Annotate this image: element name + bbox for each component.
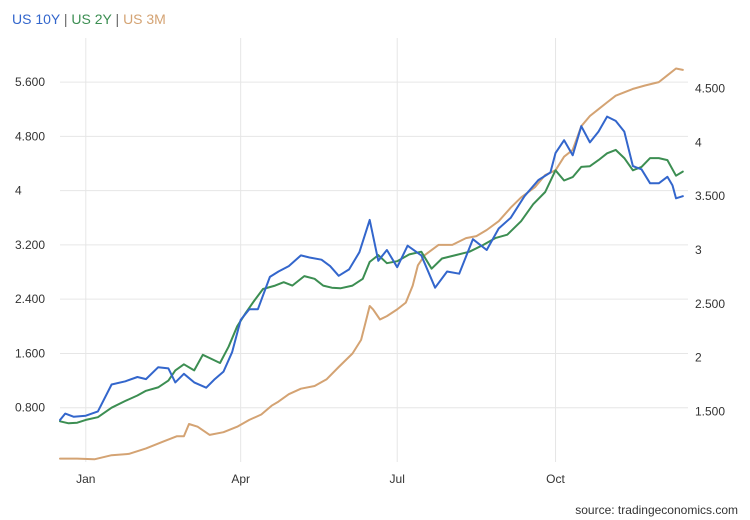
source-note: source: tradingeconomics.com <box>575 503 738 517</box>
left-axis-tick-label: 5.600 <box>15 75 45 89</box>
right-axis-tick-label: 4 <box>695 135 702 149</box>
series-line-us-10y[interactable] <box>59 115 684 421</box>
legend-us-10y[interactable]: US 10Y <box>12 11 60 27</box>
grid-lines <box>60 38 688 462</box>
legend-separator-1: | <box>60 11 72 27</box>
right-axis-tick-label: 2.500 <box>695 297 725 311</box>
x-axis-tick-label: Apr <box>231 472 250 486</box>
x-axis-tick-label: Jan <box>76 472 95 486</box>
left-axis-tick-label: 3.200 <box>15 238 45 252</box>
legend-us-2y[interactable]: US 2Y <box>71 11 112 27</box>
left-axis-tick-label: 1.600 <box>15 346 45 360</box>
left-axis-tick-label: 4 <box>15 184 22 198</box>
right-axis-tick-label: 4.500 <box>695 82 725 96</box>
right-axis-tick-label: 1.500 <box>695 404 725 418</box>
right-axis-tick-label: 3 <box>695 243 702 257</box>
left-axis-tick-label: 4.800 <box>15 129 45 143</box>
left-axis-tick-label: 0.800 <box>15 401 45 415</box>
series-lines <box>59 67 684 461</box>
right-axis-tick-label: 2 <box>695 351 702 365</box>
x-axis-tick-label: Jul <box>390 472 405 486</box>
series-line-us-3m[interactable] <box>59 67 684 461</box>
right-axis-tick-label: 3.500 <box>695 189 725 203</box>
chart-legend: US 10Y | US 2Y | US 3M <box>12 11 166 27</box>
axis-ticks: 0.800 1.600 2.400 3.200 4 4.800 5.600 Jan Apr Jul… <box>15 75 725 486</box>
x-axis-tick-label: Oct <box>546 472 565 486</box>
legend-us-3m[interactable]: US 3M <box>123 11 166 27</box>
left-axis-tick-label: 2.400 <box>15 292 45 306</box>
legend-separator-2: | <box>111 11 124 27</box>
